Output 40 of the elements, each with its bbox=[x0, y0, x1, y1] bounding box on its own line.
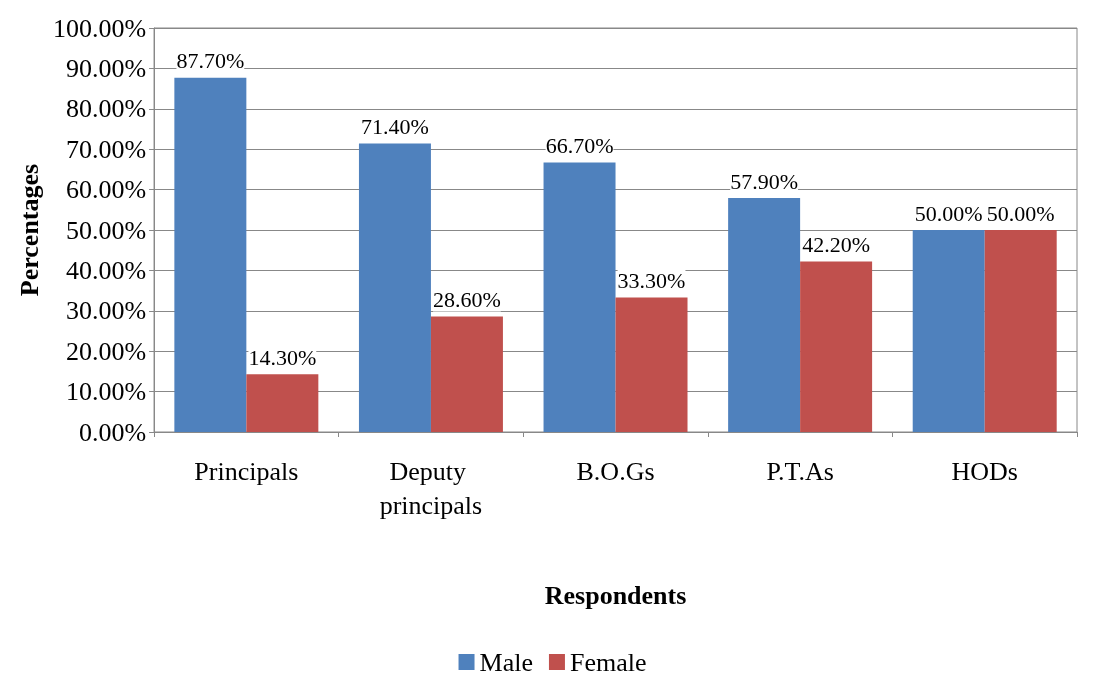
x-tick-label: B.O.Gs bbox=[576, 456, 655, 486]
data-label: 33.30% bbox=[617, 267, 686, 293]
y-tick-label: 70.00% bbox=[65, 134, 147, 164]
data-label: 14.30% bbox=[248, 344, 317, 370]
data-label: 42.20% bbox=[802, 232, 871, 258]
data-label: 57.90% bbox=[730, 168, 799, 194]
y-tick-label: 90.00% bbox=[65, 53, 147, 83]
bar bbox=[174, 77, 247, 432]
bar bbox=[430, 316, 503, 432]
data-label: 87.70% bbox=[176, 48, 245, 74]
x-tick-label: HODs bbox=[951, 456, 1018, 486]
y-tick-label: 100.00% bbox=[52, 13, 147, 43]
bar bbox=[912, 230, 985, 432]
y-tick-label: 40.00% bbox=[65, 255, 147, 285]
y-tick-label: 50.00% bbox=[65, 215, 147, 245]
data-label: 50.00% bbox=[914, 200, 983, 226]
y-tick-label: 60.00% bbox=[65, 175, 147, 205]
legend-label: Female bbox=[569, 647, 647, 677]
bar bbox=[728, 198, 801, 432]
y-tick-label: 0.00% bbox=[78, 417, 147, 447]
x-tick-label: P.T.As bbox=[766, 456, 834, 486]
y-tick-label: 80.00% bbox=[65, 94, 147, 124]
y-tick-label: 20.00% bbox=[65, 336, 147, 366]
y-tick-label: 10.00% bbox=[65, 377, 147, 407]
bar bbox=[246, 374, 319, 432]
legend-label: Male bbox=[479, 647, 533, 677]
data-label: 71.40% bbox=[361, 114, 429, 140]
x-tick-label: Deputy principals bbox=[379, 456, 483, 520]
data-label: 28.60% bbox=[433, 286, 501, 312]
bar bbox=[984, 230, 1057, 432]
data-label: 50.00% bbox=[986, 200, 1055, 226]
y-tick-label: 30.00% bbox=[65, 296, 147, 326]
bar bbox=[543, 162, 616, 432]
bar bbox=[358, 143, 431, 432]
x-axis-title: Respondents bbox=[544, 580, 687, 610]
bar bbox=[800, 261, 873, 432]
bar bbox=[615, 297, 688, 432]
data-label: 66.70% bbox=[545, 133, 614, 159]
y-axis-title: Percentages bbox=[14, 163, 44, 297]
x-tick-label: Principals bbox=[194, 456, 299, 486]
